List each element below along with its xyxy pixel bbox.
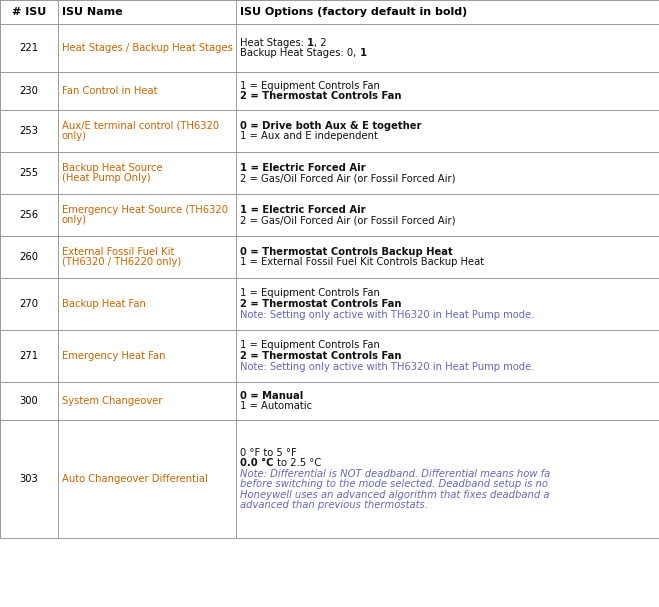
Text: 271: 271 <box>19 351 39 361</box>
Text: 230: 230 <box>20 86 38 96</box>
Text: Note: Differential is NOT deadband. Differential means how fa: Note: Differential is NOT deadband. Diff… <box>240 469 550 479</box>
Text: Note: Setting only active with TH6320 in Heat Pump mode.: Note: Setting only active with TH6320 in… <box>240 310 534 319</box>
Text: Fan Control in Heat: Fan Control in Heat <box>62 86 158 96</box>
Text: 255: 255 <box>19 168 39 178</box>
Text: Backup Heat Source: Backup Heat Source <box>62 163 163 173</box>
Text: Note: Setting only active with TH6320 in Heat Pump mode.: Note: Setting only active with TH6320 in… <box>240 362 534 371</box>
Text: 1 = Electric Forced Air: 1 = Electric Forced Air <box>240 205 366 215</box>
Text: to 2.5 °C: to 2.5 °C <box>273 458 321 468</box>
Text: Honeywell uses an advanced algorithm that fixes deadband a: Honeywell uses an advanced algorithm tha… <box>240 490 550 500</box>
Text: advanced than previous thermostats.: advanced than previous thermostats. <box>240 500 428 510</box>
Text: ISU Name: ISU Name <box>62 7 123 17</box>
Text: 2 = Thermostat Controls Fan: 2 = Thermostat Controls Fan <box>240 91 401 101</box>
Text: External Fossil Fuel Kit: External Fossil Fuel Kit <box>62 247 175 257</box>
Text: 1 = Automatic: 1 = Automatic <box>240 401 312 412</box>
Text: 2 = Thermostat Controls Fan: 2 = Thermostat Controls Fan <box>240 299 401 309</box>
Text: 1 = Equipment Controls Fan: 1 = Equipment Controls Fan <box>240 341 380 350</box>
Text: 2 = Gas/Oil Forced Air (or Fossil Forced Air): 2 = Gas/Oil Forced Air (or Fossil Forced… <box>240 173 455 183</box>
Text: Emergency Heat Fan: Emergency Heat Fan <box>62 351 165 361</box>
Text: Aux/E terminal control (TH6320: Aux/E terminal control (TH6320 <box>62 121 219 131</box>
Text: 1: 1 <box>359 48 366 58</box>
Text: 2 = Thermostat Controls Fan: 2 = Thermostat Controls Fan <box>240 351 401 361</box>
Text: Backup Heat Stages: 0,: Backup Heat Stages: 0, <box>240 48 359 58</box>
Text: (Heat Pump Only): (Heat Pump Only) <box>62 173 151 183</box>
Text: 0 = Thermostat Controls Backup Heat: 0 = Thermostat Controls Backup Heat <box>240 247 453 257</box>
Text: Backup Heat Fan: Backup Heat Fan <box>62 299 146 309</box>
Text: 1 = Equipment Controls Fan: 1 = Equipment Controls Fan <box>240 81 380 91</box>
Text: 270: 270 <box>20 299 38 309</box>
Text: only): only) <box>62 215 87 225</box>
Text: Heat Stages:: Heat Stages: <box>240 38 307 48</box>
Text: 0 °F to 5 °F: 0 °F to 5 °F <box>240 448 297 458</box>
Text: before switching to the mode selected. Deadband setup is no: before switching to the mode selected. D… <box>240 480 548 489</box>
Text: Emergency Heat Source (TH6320: Emergency Heat Source (TH6320 <box>62 205 228 215</box>
Text: 0 = Manual: 0 = Manual <box>240 391 303 401</box>
Text: Auto Changeover Differential: Auto Changeover Differential <box>62 474 208 484</box>
Text: 1 = Aux and E independent: 1 = Aux and E independent <box>240 131 378 141</box>
Text: only): only) <box>62 131 87 141</box>
Text: 1 = Electric Forced Air: 1 = Electric Forced Air <box>240 163 366 173</box>
Text: 300: 300 <box>20 396 38 406</box>
Text: Heat Stages / Backup Heat Stages: Heat Stages / Backup Heat Stages <box>62 43 233 53</box>
Text: 1: 1 <box>307 38 314 48</box>
Text: 303: 303 <box>20 474 38 484</box>
Text: 0.0 °C: 0.0 °C <box>240 458 273 468</box>
Text: 253: 253 <box>20 126 38 136</box>
Text: (TH6320 / TH6220 only): (TH6320 / TH6220 only) <box>62 257 181 267</box>
Text: 221: 221 <box>19 43 39 53</box>
Text: , 2: , 2 <box>314 38 327 48</box>
Text: ISU Options (factory default in bold): ISU Options (factory default in bold) <box>240 7 467 17</box>
Text: 0 = Drive both Aux & E together: 0 = Drive both Aux & E together <box>240 121 422 131</box>
Text: 2 = Gas/Oil Forced Air (or Fossil Forced Air): 2 = Gas/Oil Forced Air (or Fossil Forced… <box>240 215 455 225</box>
Text: 256: 256 <box>19 210 39 220</box>
Text: System Changeover: System Changeover <box>62 396 163 406</box>
Text: 1 = External Fossil Fuel Kit Controls Backup Heat: 1 = External Fossil Fuel Kit Controls Ba… <box>240 257 484 267</box>
Text: # ISU: # ISU <box>12 7 46 17</box>
Text: 1 = Equipment Controls Fan: 1 = Equipment Controls Fan <box>240 288 380 299</box>
Text: 260: 260 <box>20 252 38 262</box>
